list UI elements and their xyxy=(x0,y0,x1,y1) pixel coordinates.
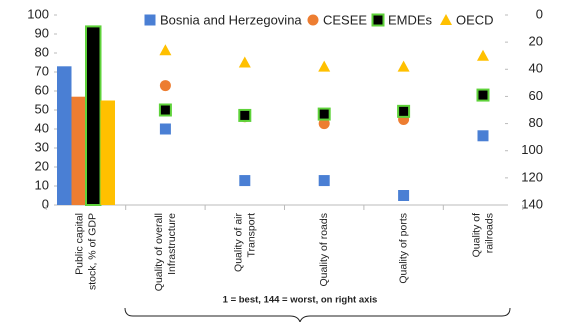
x-tick-label-line: Public capital xyxy=(73,213,85,275)
x-tick-label: Public capitalstock, % of GDP xyxy=(73,213,98,290)
y-tick-label: 30 xyxy=(35,139,49,154)
marker xyxy=(317,107,331,121)
y-tick-label: 100 xyxy=(27,6,49,21)
legend-marker xyxy=(307,14,319,26)
marker xyxy=(159,80,171,92)
y2-tick-label: 80 xyxy=(529,115,543,130)
marker xyxy=(159,44,172,56)
y-tick-label: 50 xyxy=(35,101,49,116)
marker xyxy=(158,103,172,117)
x-tick-label: Quality of airTransport xyxy=(232,213,257,272)
x-tick-label-line: Infrastructure xyxy=(166,213,178,275)
legend-marker xyxy=(144,14,156,26)
x-tick-label: Quality of overallInfrastructure xyxy=(153,213,178,291)
legend-marker xyxy=(440,14,452,25)
y2-tick-label: 20 xyxy=(529,34,543,49)
x-tick-label-line: Quality of ports xyxy=(397,213,409,284)
y2-tick-label: 120 xyxy=(521,169,543,184)
marker xyxy=(318,175,330,187)
brace xyxy=(124,307,511,322)
y-tick-label: 10 xyxy=(35,177,49,192)
x-tick-label-text: Quality of airTransport xyxy=(232,213,257,272)
marker xyxy=(398,190,410,201)
marker xyxy=(238,56,251,68)
marker xyxy=(477,130,489,142)
marker xyxy=(159,123,171,135)
marker xyxy=(318,118,330,130)
x-tick-label-text: Public capitalstock, % of GDP xyxy=(73,213,98,290)
x-tick-label: Quality of roads xyxy=(318,213,330,287)
x-tick-label-line: Quality of air xyxy=(232,213,244,272)
marker xyxy=(476,88,490,102)
bar xyxy=(57,66,72,205)
y-tick-label: 60 xyxy=(35,82,49,97)
x-tick-label: Quality of ports xyxy=(397,213,409,284)
marker xyxy=(477,49,489,61)
legend-marker xyxy=(371,13,385,27)
legend-label: CESEE xyxy=(323,12,367,27)
y2-tick-label: 60 xyxy=(529,88,543,103)
x-tick-label-line: Quality of overall xyxy=(153,213,165,291)
y-tick-label: 80 xyxy=(35,44,49,59)
x-tick-label-line: Quality of roads xyxy=(318,213,330,287)
annotation: 1 = best, 144 = worst, on right axis xyxy=(223,295,378,306)
bar xyxy=(85,25,102,207)
bar xyxy=(71,96,86,205)
marker xyxy=(397,60,410,72)
y-tick-label: 90 xyxy=(35,25,49,40)
x-tick-label-line: Transport xyxy=(245,213,257,258)
legend-label: Bosnia and Herzegovina xyxy=(160,12,302,27)
marker xyxy=(318,60,331,72)
x-tick-label-line: stock, % of GDP xyxy=(86,213,98,290)
y2-tick-label: 100 xyxy=(521,142,543,157)
x-tick-label-text: Quality of overallInfrastructure xyxy=(153,213,178,291)
y-tick-label: 20 xyxy=(35,158,49,173)
y-tick-label: 70 xyxy=(35,63,49,78)
x-tick-label-line: railroads xyxy=(483,213,495,253)
marker xyxy=(239,175,251,187)
y2-tick-label: 40 xyxy=(529,61,543,76)
x-tick-label-line: Quality of xyxy=(470,213,482,257)
y-tick-label: 40 xyxy=(35,120,49,135)
legend-label: OECD xyxy=(456,12,494,27)
y-tick-label: 0 xyxy=(42,196,49,211)
marker xyxy=(238,108,252,122)
x-tick-label-text: Quality ofrailroads xyxy=(470,213,495,257)
y2-tick-label: 0 xyxy=(536,6,543,21)
x-tick-label: Quality ofrailroads xyxy=(470,213,495,257)
x-tick-label-text: Quality of roads xyxy=(318,213,330,287)
marker xyxy=(397,104,411,118)
y2-tick-label: 140 xyxy=(521,196,543,211)
bar xyxy=(100,100,115,205)
legend-label: EMDEs xyxy=(388,12,433,27)
x-tick-label-text: Quality of ports xyxy=(397,213,409,284)
